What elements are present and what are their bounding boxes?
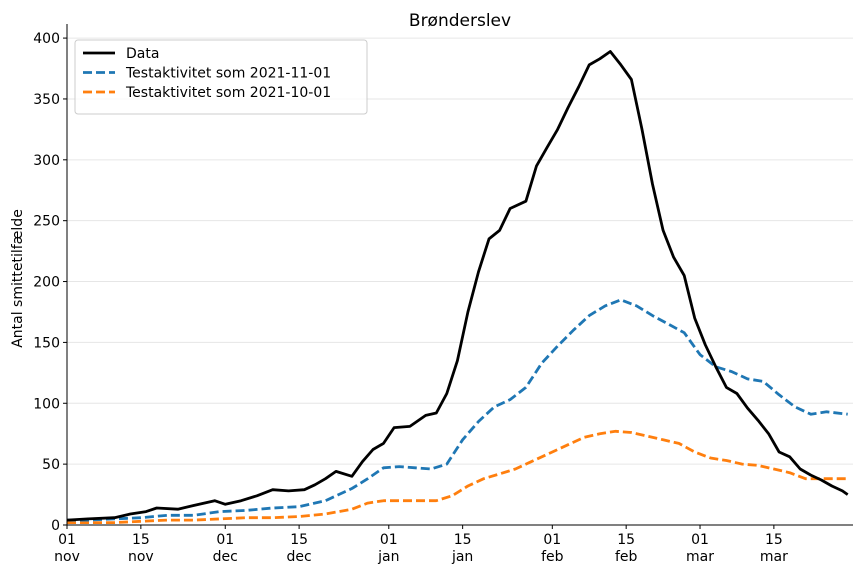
y-tick-label: 400 — [33, 31, 60, 47]
series-line-data — [66, 50, 849, 522]
x-tick-label: 01 — [216, 532, 234, 548]
y-tick-label: 150 — [33, 335, 60, 351]
x-tick-label: 01 — [691, 532, 709, 548]
y-axis-label: Antal smittetilfælde — [10, 209, 26, 348]
x-tick-label: 15 — [132, 532, 150, 548]
x-tick-month-label: feb — [615, 549, 638, 565]
y-axis-ticks: 0 50 100 150 200 250 300 350 400 — [33, 31, 67, 534]
y-tick-label: 250 — [33, 214, 60, 230]
series-line-testaktivitet-som-2021-11-01 — [67, 298, 848, 522]
x-tick-month-label: dec — [213, 549, 238, 565]
y-tick-label: 350 — [33, 92, 60, 108]
y-tick-label: 300 — [33, 153, 60, 169]
x-tick-month-label: jan — [377, 549, 399, 565]
axes — [66, 24, 853, 526]
y-tick-label: 50 — [42, 457, 60, 473]
x-tick-label: 01 — [58, 532, 76, 548]
series-lines — [66, 50, 849, 524]
legend-label-testaktivitet-som-2021-11-01: Testaktivitet som 2021-11-01 — [125, 66, 331, 82]
x-tick-label: 15 — [454, 532, 472, 548]
legend: Data Testaktivitet som 2021-11-01 Testakti… — [74, 39, 368, 115]
x-tick-month-label: mar — [760, 549, 788, 565]
x-tick-month-label: nov — [128, 549, 154, 565]
x-tick-month-label: jan — [451, 549, 473, 565]
y-tick-label: 0 — [51, 518, 60, 534]
x-tick-month-label: dec — [287, 549, 312, 565]
legend-label-testaktivitet-som-2021-10-01: Testaktivitet som 2021-10-01 — [125, 85, 331, 101]
x-tick-label: 15 — [765, 532, 783, 548]
legend-box — [74, 39, 368, 115]
x-tick-month-label: feb — [541, 549, 564, 565]
legend-label-data: Data — [126, 46, 159, 62]
x-tick-month-label: mar — [686, 549, 714, 565]
x-tick-label: 01 — [543, 532, 561, 548]
x-tick-label: 15 — [617, 532, 635, 548]
chart-title: Brønderslev — [409, 11, 511, 31]
x-tick-label: 15 — [290, 532, 308, 548]
x-tick-label: 01 — [380, 532, 398, 548]
x-axis-ticks: 01nov15nov01dec15dec01jan15jan01feb15feb… — [54, 525, 788, 565]
x-tick-month-label: nov — [54, 549, 80, 565]
y-tick-label: 200 — [33, 275, 60, 291]
grid-lines — [67, 37, 853, 526]
y-tick-label: 100 — [33, 396, 60, 412]
